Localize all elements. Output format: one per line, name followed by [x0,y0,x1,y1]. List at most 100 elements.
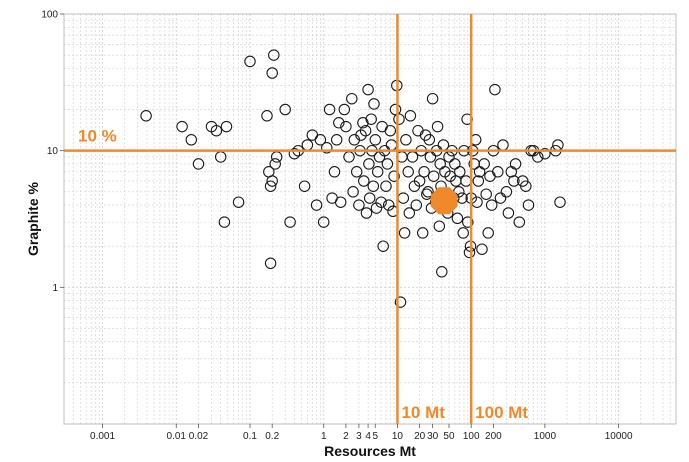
data-point [480,188,492,200]
data-point [340,120,352,133]
data-point [404,110,417,122]
data-point [365,113,377,125]
highlight-marker [430,187,458,215]
x-tick-label: 1000 [534,431,557,442]
data-point [269,158,281,170]
y-tick-label: 10 [47,146,59,157]
x-axis-ticks: 0.001 0.01 0.02 0.1 0.2 1 2 3 4 5 10 20 30 50 100 200 10… [90,424,633,442]
x-tick-label: 200 [485,431,502,442]
data-point [284,216,296,228]
data-point [380,180,392,192]
data-point [422,186,434,198]
data-point [508,175,520,187]
data-point [353,199,365,211]
data-point [513,216,526,228]
data-point [482,227,494,239]
data-point [472,175,485,187]
data-point [264,180,277,192]
data-point [384,124,397,137]
data-point [393,113,405,125]
data-point [176,120,188,133]
data-point [416,227,429,239]
data-point [359,124,372,137]
data-point [494,192,507,204]
data-point [266,175,278,187]
data-point [485,199,498,211]
x-tick-label: 3 [356,431,362,442]
data-point [451,212,464,225]
data-point [492,166,504,178]
data-point [433,220,446,232]
y-tick-label: 100 [41,10,58,21]
data-point [317,216,330,228]
plot-background [64,14,676,424]
data-point [522,199,535,211]
data-point [476,243,488,255]
x-tick-label: 100 [463,431,480,442]
data-point [388,170,400,182]
x-tick-label: 1 [321,431,327,442]
data-point [500,186,513,198]
data-point [457,227,469,239]
data-point [279,103,291,116]
data-point [418,166,430,178]
data-point [368,98,380,110]
data-point [210,124,223,137]
reference-label: 10 Mt [401,403,445,422]
data-point [323,103,336,116]
y-axis-ticks: 1 10 100 [41,10,64,294]
data-point [338,103,351,116]
data-point [402,166,414,178]
x-tick-label: 10 [392,431,404,442]
data-point [334,196,347,208]
data-point [400,134,412,146]
data-point [314,134,327,146]
data-point [426,92,439,105]
data-point [264,257,277,270]
y-axis-label: Graphite % [25,181,41,255]
data-point [298,180,311,192]
data-point [330,134,343,146]
grid-lines [63,14,676,424]
data-point [268,49,280,61]
data-point [454,166,466,178]
data-point [398,227,411,239]
reference-lines: 10 % 10 Mt 100 Mt [64,14,676,424]
x-tick-label: 2 [343,431,349,442]
x-tick-label: 0.01 [167,431,187,442]
data-point [220,120,233,133]
data-point [232,196,245,208]
data-point [218,216,231,228]
data-point [375,196,387,208]
x-tick-label: 10000 [605,431,633,442]
data-point [261,110,273,122]
data-point [363,192,376,204]
data-point [413,175,426,187]
data-point [423,134,436,146]
data-point [333,117,345,129]
data-point [489,83,501,96]
data-point [520,180,532,192]
data-point [431,120,444,133]
data-point [403,207,416,219]
data-point [377,240,389,252]
data-point [185,134,198,146]
data-point [478,158,490,170]
plot-frame [63,13,677,425]
x-tick-label: 20 [414,431,426,442]
data-point [509,158,522,170]
data-point [554,196,566,208]
data-point [140,110,152,122]
data-point [288,147,301,160]
data-point [192,158,205,170]
data-point [244,55,256,68]
data-point [350,166,363,178]
data-point [346,92,358,105]
data-point [266,67,278,79]
y-tick-label: 1 [52,283,58,294]
data-point [463,246,476,259]
data-point [367,180,380,192]
x-tick-label: 0.1 [243,431,257,442]
data-point [436,266,448,278]
data-point [360,207,373,219]
